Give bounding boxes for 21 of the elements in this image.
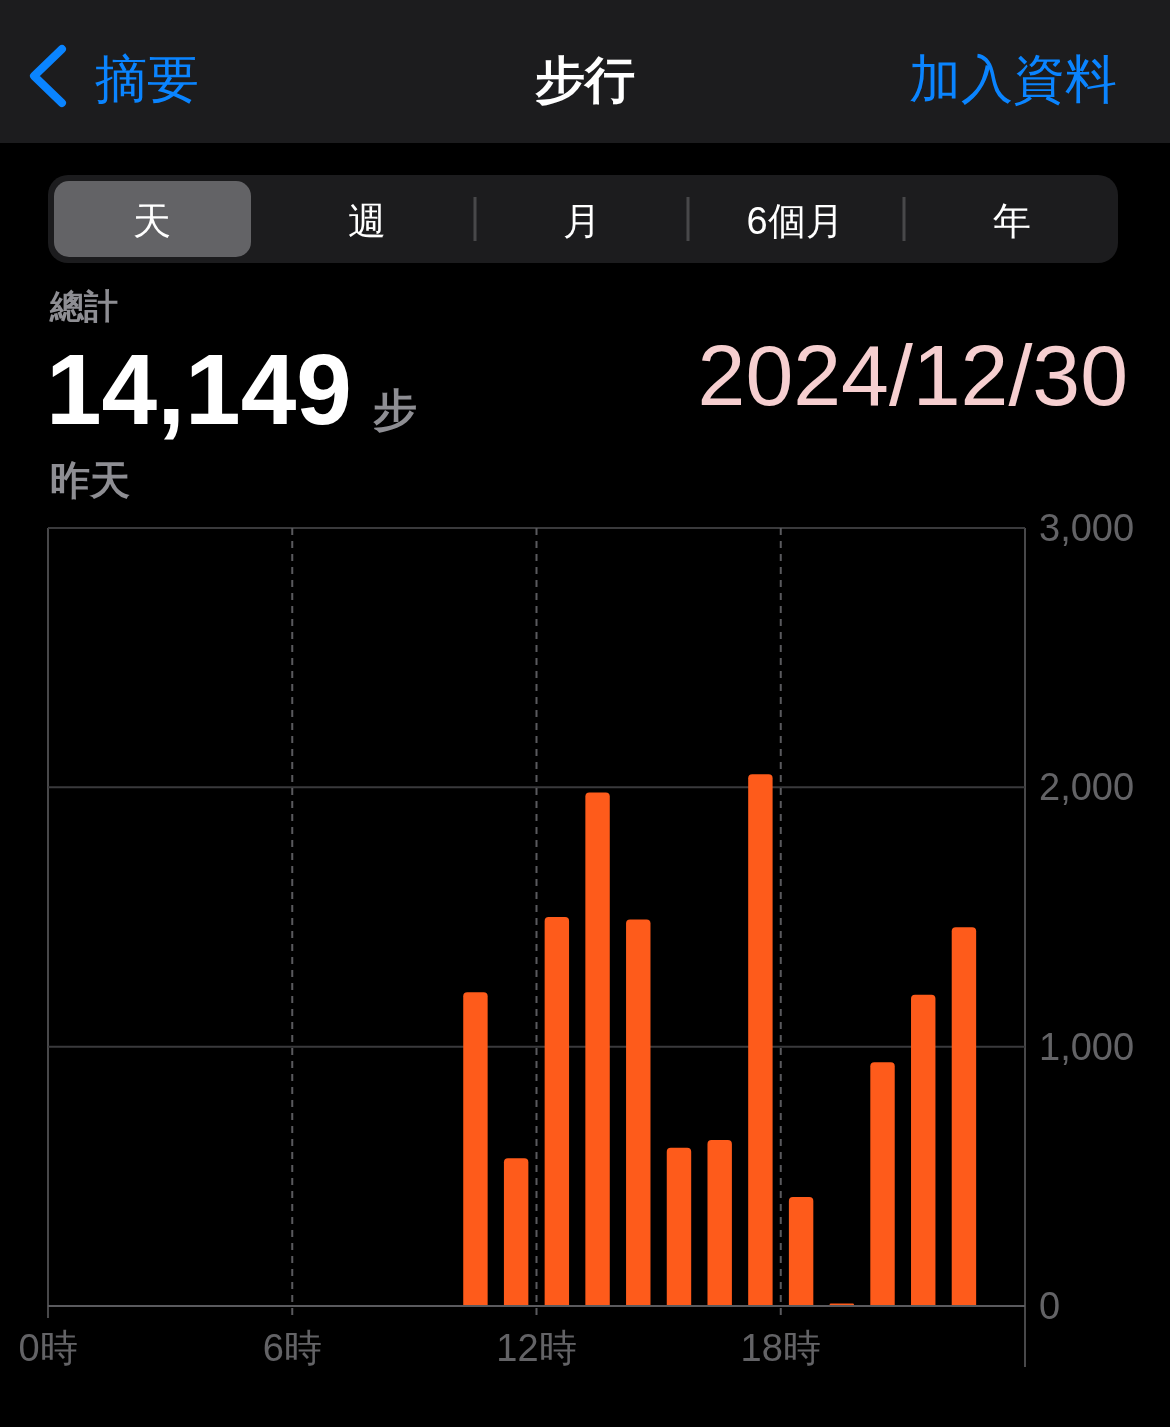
annotation: 2024/12/30 [697, 327, 1128, 423]
ytick-label: 3,000 [1039, 507, 1135, 549]
xtick-label: 0時 [18, 1327, 78, 1369]
annotation: 月 [563, 200, 601, 242]
title: 步行 [535, 52, 635, 108]
ytick-label: 0 [1039, 1285, 1061, 1327]
xtick-label: 18時 [740, 1327, 821, 1369]
annotation: 昨天 [50, 458, 130, 502]
annotation: 步 [373, 385, 417, 434]
xtick-label: 12時 [496, 1327, 577, 1369]
ytick-label: 2,000 [1039, 766, 1135, 809]
annotation: 總計 [50, 287, 118, 325]
annotation: 週 [348, 200, 386, 242]
annotation: 加入資料 [909, 50, 1117, 108]
annotation: 6個月 [746, 200, 844, 242]
xtick-label: 6時 [262, 1327, 322, 1369]
annotation: 年 [993, 200, 1031, 242]
ytick-label: 1,000 [1039, 1025, 1135, 1068]
annotation: 14,149 [46, 333, 352, 445]
annotation: 天 [133, 200, 171, 242]
annotation: 摘要 [95, 50, 199, 108]
